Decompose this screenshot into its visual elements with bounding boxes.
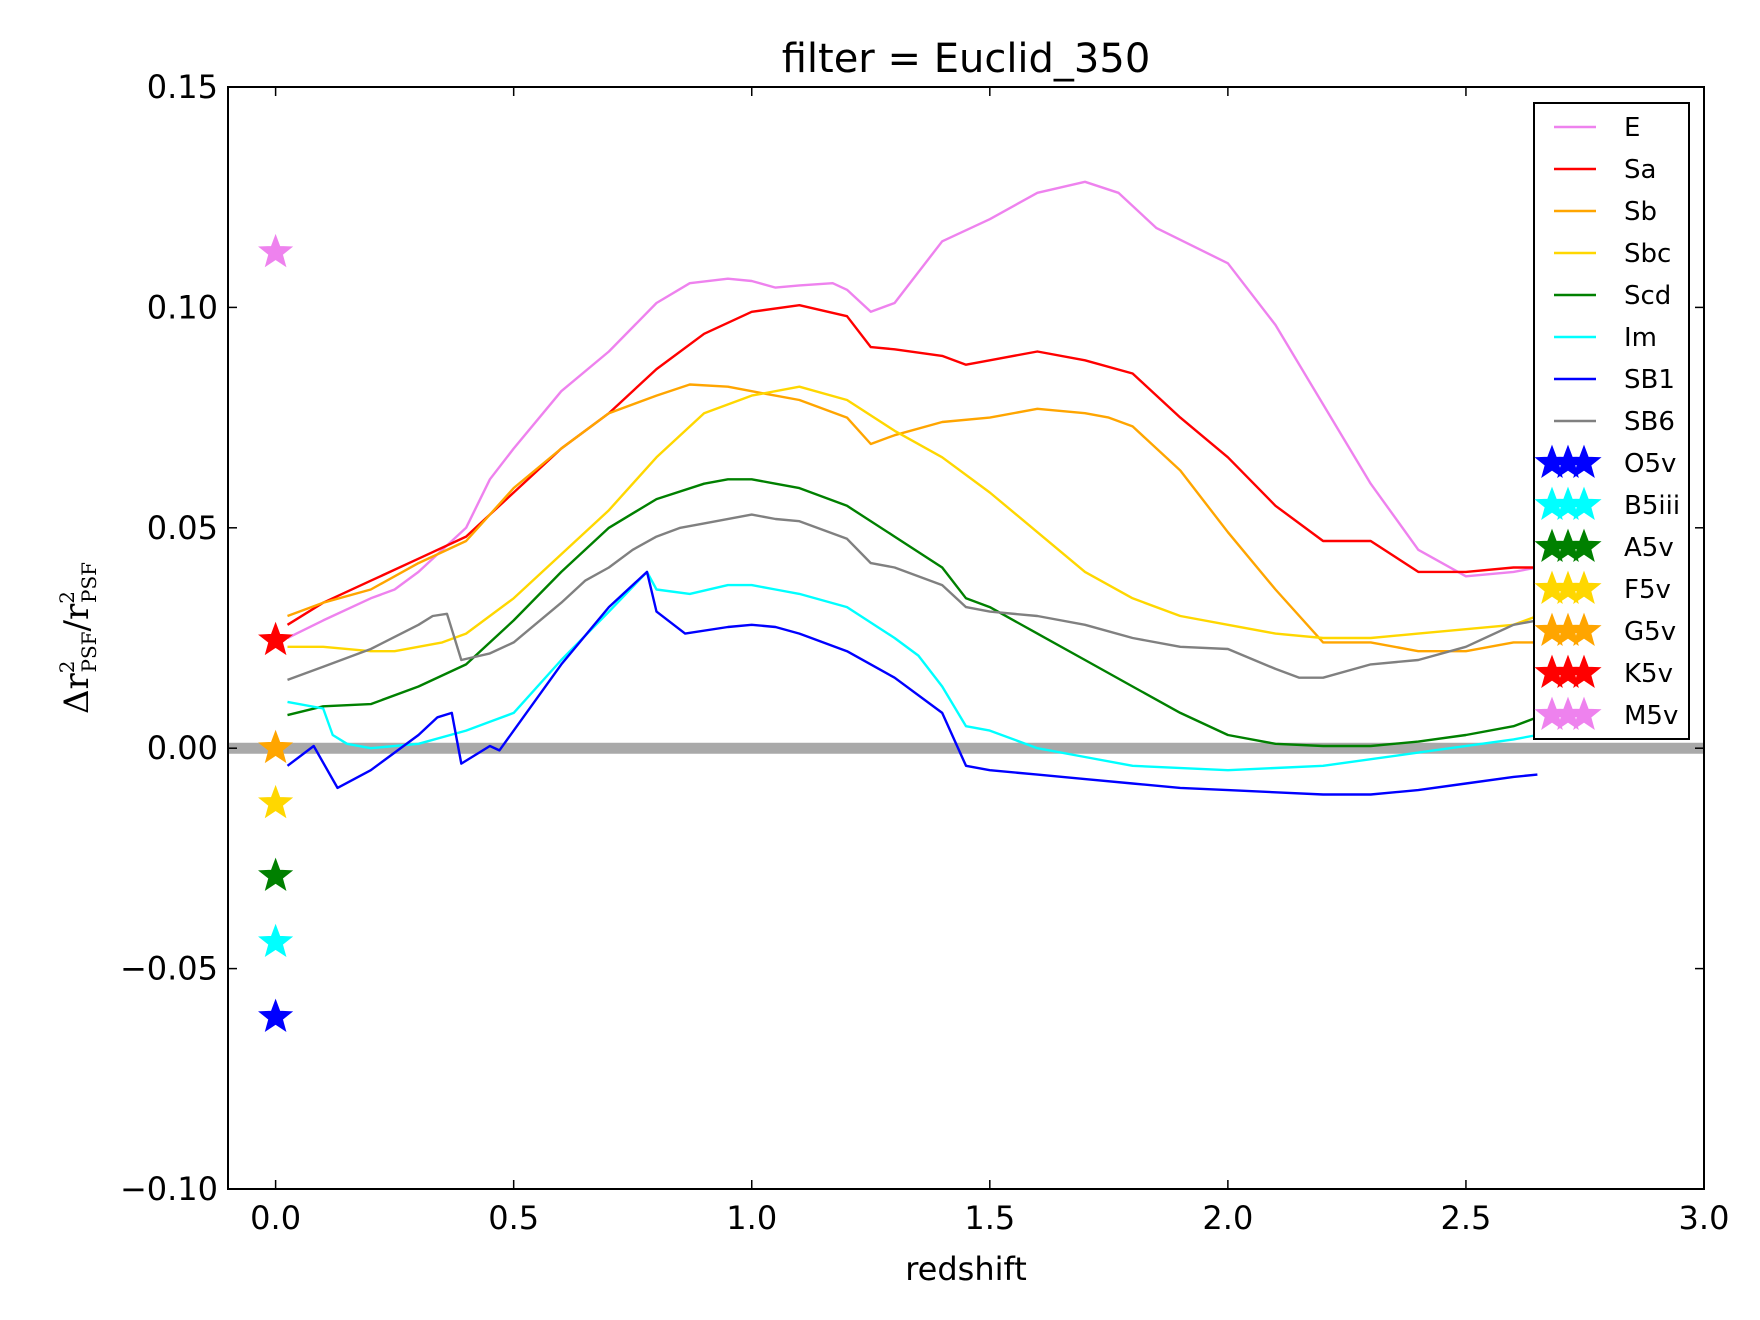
series-line-sb1 — [286, 570, 1538, 796]
x-axis-label: redshift — [905, 1250, 1027, 1288]
legend-label-sa: Sa — [1624, 155, 1656, 185]
legend-label-sb: Sb — [1624, 197, 1657, 227]
legend-star-o5v — [1566, 444, 1602, 478]
legend-star-b5iii — [1566, 486, 1602, 520]
series-line-sb — [287, 383, 1538, 653]
star-marker-o5v — [258, 998, 294, 1032]
y-tick-label: 0.15 — [147, 68, 218, 106]
svg-text:Δr2PSF/r2PSF: Δr2PSF/r2PSF — [55, 562, 101, 714]
y-axis-label-slash: /r — [57, 603, 97, 631]
legend-label-sb6: SB6 — [1624, 407, 1675, 437]
x-tick-label: 3.0 — [1679, 1199, 1730, 1237]
legend: E Sa Sb Sbc Scd Im SB1 SB6 O5v B5iii A5v F5v G5v K5v M… — [1533, 102, 1690, 740]
y-axis-label-sup-2: 2 — [55, 591, 79, 604]
axis-ticks: 0.0 0.5 1.0 1.5 2.0 2.5 3.0 −0.10 −0.05 0.00 0.05 0… — [120, 68, 1730, 1237]
legend-label-k5v: K5v — [1624, 659, 1673, 689]
y-axis-label-sub-2: PSF — [77, 562, 101, 603]
y-axis-label-sup: 2 — [55, 661, 79, 674]
legend-star-m5v — [1566, 696, 1602, 730]
chart-title: filter = Euclid_350 — [782, 36, 1151, 82]
legend-label-f5v: F5v — [1624, 575, 1671, 605]
y-axis-label: Δr2PSF/r2PSF — [55, 562, 101, 714]
legend-label-sbc: Sbc — [1624, 239, 1671, 269]
legend-label-sb1: SB1 — [1624, 365, 1675, 395]
series-line-e — [286, 180, 1538, 640]
y-tick-label: 0.00 — [147, 729, 218, 767]
series-line-scd — [287, 478, 1538, 748]
legend-label-scd: Scd — [1624, 281, 1671, 311]
series-line-sbc — [287, 385, 1538, 653]
plot-frame — [227, 86, 1705, 1190]
legend-label-g5v: G5v — [1624, 617, 1676, 647]
x-tick-label: 0.5 — [488, 1199, 539, 1237]
legend-star-f5v — [1566, 570, 1602, 604]
legend-label-a5v: A5v — [1624, 533, 1674, 563]
series-line-sb6 — [287, 513, 1538, 682]
legend-label-b5iii: B5iii — [1624, 491, 1680, 521]
legend-star-a5v — [1566, 528, 1602, 562]
y-tick-label: 0.05 — [147, 509, 218, 547]
legend-label-m5v: M5v — [1624, 701, 1678, 731]
legend-label-im: Im — [1624, 323, 1657, 353]
star-marker-k5v — [258, 621, 294, 656]
star-marker-b5iii — [258, 923, 294, 958]
y-axis-label-main: Δr — [57, 672, 97, 714]
star-marker-a5v — [258, 857, 294, 891]
x-tick-label: 2.0 — [1202, 1199, 1253, 1237]
x-tick-label: 1.5 — [964, 1199, 1015, 1237]
plot-area — [228, 180, 1704, 1032]
series-line-sa — [286, 304, 1538, 626]
x-tick-label: 0.0 — [250, 1199, 301, 1237]
x-tick-label: 2.5 — [1440, 1199, 1491, 1237]
y-tick-label: −0.10 — [120, 1170, 218, 1208]
star-marker-m5v — [258, 233, 294, 268]
legend-star-g5v — [1566, 612, 1602, 646]
y-tick-label: −0.05 — [120, 950, 218, 988]
legend-label-e: E — [1624, 113, 1640, 143]
series-line-im — [287, 570, 1538, 772]
x-tick-label: 1.0 — [726, 1199, 777, 1237]
star-marker-f5v — [258, 784, 294, 819]
legend-label-o5v: O5v — [1624, 449, 1676, 479]
y-axis-label-sub: PSF — [77, 631, 101, 672]
legend-star-k5v — [1566, 654, 1602, 688]
star-marker-g5v — [258, 729, 294, 764]
y-tick-label: 0.10 — [147, 288, 218, 326]
